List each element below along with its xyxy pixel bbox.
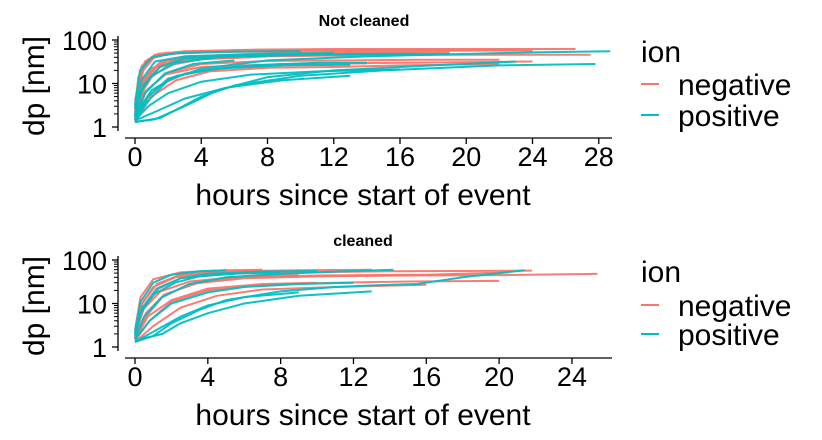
x-tick-label: 0 — [127, 142, 142, 172]
y-tick-label: 10 — [77, 290, 107, 320]
y-tick-label: 1 — [92, 333, 107, 363]
legend-label-negative: negative — [678, 290, 791, 323]
legend-label-positive: positive — [678, 100, 780, 133]
y-tick-label: 100 — [62, 246, 107, 276]
legend-title: ion — [641, 36, 681, 69]
panel-title: cleaned — [333, 233, 393, 250]
series-positive-line — [134, 290, 372, 342]
series-positive-line — [134, 59, 235, 118]
series-positive-line — [134, 50, 301, 106]
series-negative-line — [134, 281, 318, 340]
x-tick-label: 4 — [200, 362, 215, 392]
series-positive-line — [134, 63, 596, 123]
x-tick-label: 8 — [273, 362, 288, 392]
series-positive-line — [134, 74, 351, 122]
y-tick-label: 1 — [92, 113, 107, 143]
axes: hours since start of event dp [nm] 0 4 8 12… — [18, 246, 612, 432]
panel-title: Not cleaned — [319, 13, 410, 30]
series-positive-line — [134, 268, 394, 339]
x-tick-label: 12 — [338, 362, 368, 392]
panel-cleaned: cleaned hours since start of event dp [n… — [18, 233, 791, 432]
x-tick-label: 4 — [194, 142, 209, 172]
series-positive-line — [134, 271, 281, 337]
series-positive-line — [134, 270, 318, 335]
series-positive-line — [134, 281, 354, 340]
x-tick-label: 28 — [584, 142, 614, 172]
x-axis-label: hours since start of event — [195, 399, 531, 432]
y-axis-label: dp [nm] — [18, 256, 51, 356]
y-axis-label: dp [nm] — [18, 36, 51, 136]
series-positive-line — [134, 269, 227, 333]
x-tick-label: 8 — [260, 142, 275, 172]
legend-title: ion — [641, 256, 681, 289]
legend-label-positive: positive — [678, 319, 780, 352]
series-positive-line — [134, 52, 417, 117]
x-tick-label: 20 — [484, 362, 514, 392]
x-tick-label: 16 — [385, 142, 415, 172]
series-positive-line — [134, 52, 334, 110]
panel-not-cleaned: Not cleaned hours since start of event d… — [18, 13, 791, 212]
x-tick-label: 24 — [517, 142, 547, 172]
series-positive-line — [134, 269, 525, 343]
axes: hours since start of event dp [nm] 0 4 8 12… — [18, 26, 614, 212]
series-positive-line — [134, 68, 401, 122]
plot-area — [134, 268, 598, 343]
x-tick-label: 12 — [319, 142, 349, 172]
x-axis-label: hours since start of event — [195, 179, 531, 212]
legend-label-negative: negative — [678, 69, 791, 102]
series-negative-line — [134, 279, 500, 342]
series-positive-line — [134, 291, 299, 343]
series-positive-line — [134, 50, 611, 120]
y-tick-label: 100 — [62, 26, 107, 56]
x-tick-label: 20 — [451, 142, 481, 172]
x-tick-label: 16 — [411, 362, 441, 392]
y-tick-label: 10 — [77, 70, 107, 100]
plot-area — [134, 48, 611, 123]
series-negative-line — [134, 49, 516, 101]
x-tick-label: 0 — [127, 362, 142, 392]
series-positive-line — [134, 63, 351, 116]
x-tick-label: 24 — [557, 362, 587, 392]
